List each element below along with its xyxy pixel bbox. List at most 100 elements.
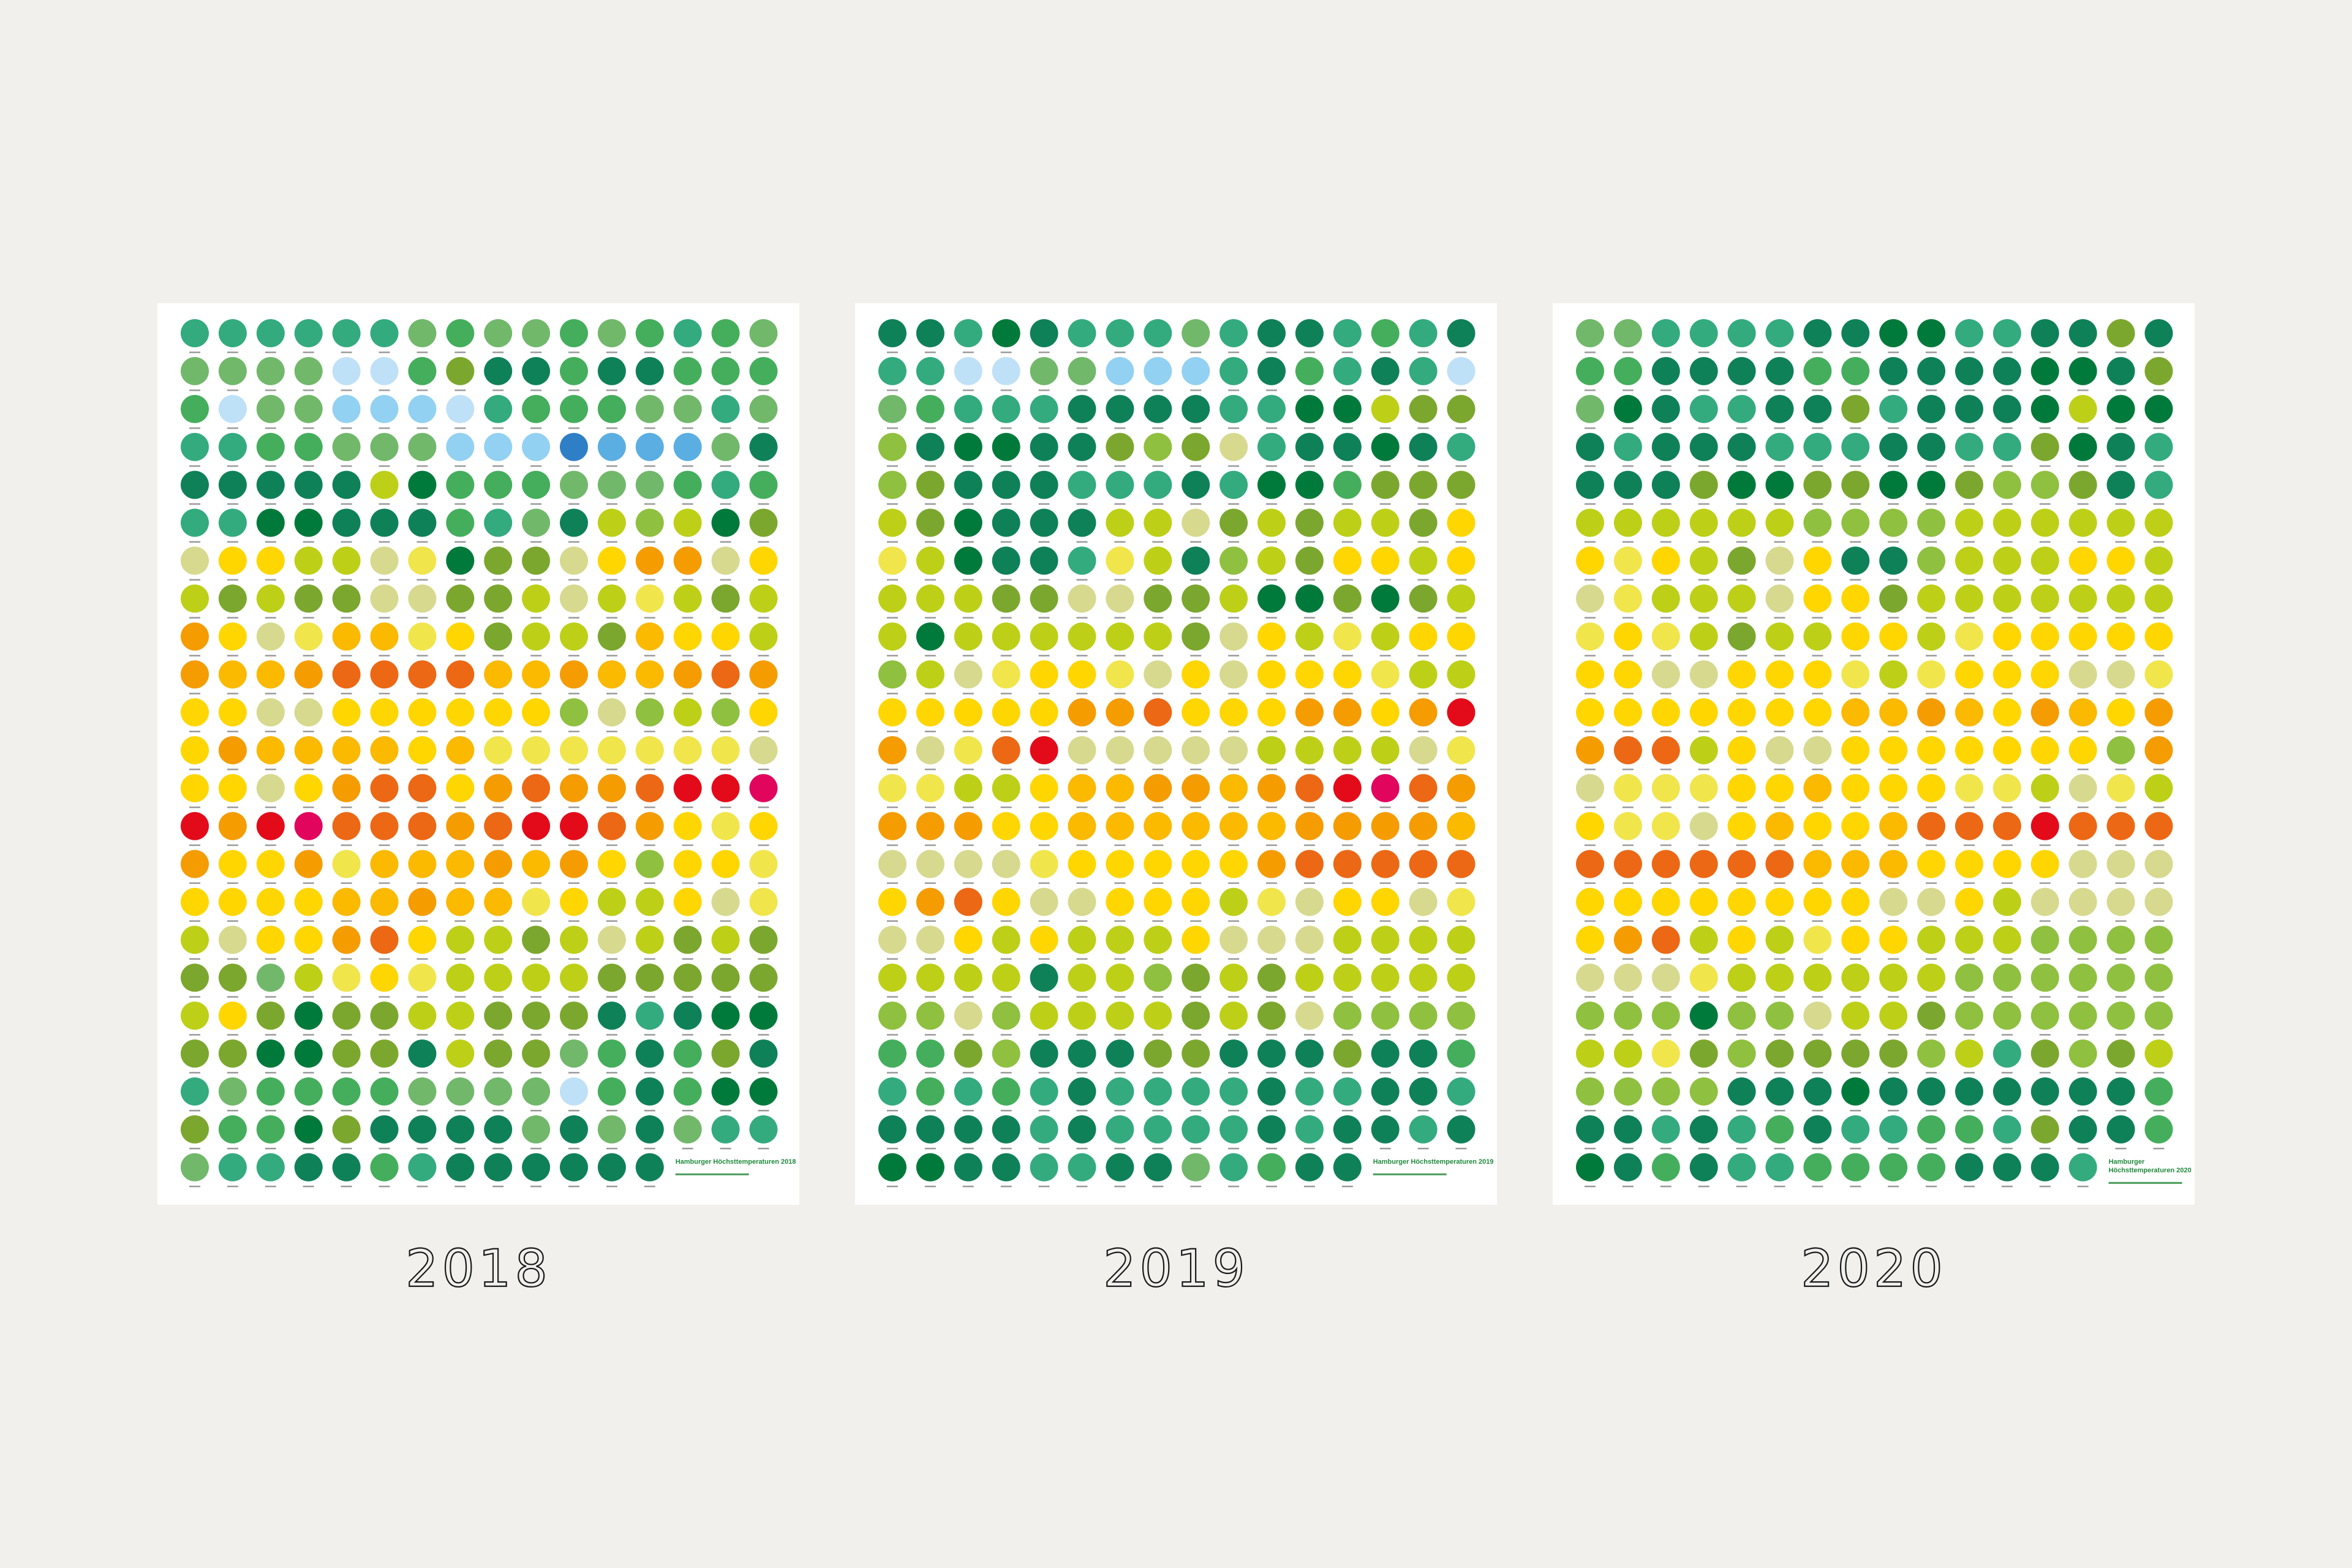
day-caption [1888, 1185, 1899, 1188]
day-dot [1295, 470, 1324, 499]
day-dot [1068, 1077, 1096, 1106]
day-caption [1266, 806, 1277, 809]
day-dot [1879, 546, 1908, 575]
day-dot [1068, 850, 1096, 878]
day-dot [446, 1115, 475, 1144]
day-caption [341, 693, 352, 695]
day-dot [294, 736, 323, 764]
day-dot [1106, 698, 1134, 726]
day-caption [720, 655, 731, 657]
day-caption [341, 1034, 352, 1036]
day-dot [1144, 660, 1172, 689]
day-dot [954, 1039, 982, 1068]
day-caption [2153, 844, 2165, 846]
day-dot [446, 470, 475, 499]
day-caption [1228, 617, 1240, 619]
day-caption [1622, 427, 1634, 429]
day-caption [379, 958, 390, 960]
day-caption [454, 844, 466, 846]
day-dot [954, 812, 982, 840]
day-dot [1576, 1115, 1604, 1144]
day-caption [924, 920, 936, 922]
day-caption [1000, 996, 1012, 998]
day-dot [1144, 1115, 1172, 1144]
day-dot [522, 925, 551, 954]
day-caption [341, 731, 352, 733]
day-caption [1926, 352, 1937, 353]
day-caption [1812, 768, 1823, 771]
day-dot [749, 1115, 778, 1144]
day-dot [332, 584, 361, 613]
day-caption [924, 1185, 936, 1188]
day-caption [1266, 1110, 1277, 1112]
day-dot [1879, 584, 1908, 613]
day-dot [749, 394, 778, 423]
day-caption [1774, 352, 1785, 353]
day-caption [887, 617, 898, 619]
day-dot [1689, 925, 1718, 954]
day-caption [644, 1110, 655, 1112]
day-dot [1992, 963, 2021, 992]
day-dot [408, 508, 437, 537]
day-dot [1219, 1153, 1248, 1182]
day-caption [2153, 920, 2165, 922]
day-dot [1068, 508, 1096, 537]
day-caption [887, 655, 898, 657]
day-caption [1698, 958, 1709, 960]
day-caption [2001, 882, 2013, 884]
day-dot [2030, 1115, 2059, 1144]
day-caption [1341, 427, 1353, 429]
day-caption [227, 806, 238, 809]
day-caption [1888, 996, 1899, 998]
day-dot [1447, 546, 1476, 575]
day-dot [1879, 850, 1908, 878]
day-caption [758, 389, 769, 391]
day-caption [189, 579, 200, 581]
day-caption [1228, 731, 1240, 733]
day-caption [644, 503, 655, 505]
day-caption [530, 617, 542, 619]
day-dot [1106, 812, 1134, 840]
day-dot [408, 394, 437, 423]
day-caption [1926, 503, 1937, 505]
day-caption [1379, 768, 1391, 771]
day-caption [1736, 655, 1747, 657]
day-caption [682, 655, 693, 657]
day-dot [1144, 1001, 1172, 1030]
day-caption [644, 427, 655, 429]
day-caption [1660, 1185, 1672, 1188]
day-caption [1228, 579, 1240, 581]
day-caption [1698, 655, 1709, 657]
day-caption [1812, 352, 1823, 353]
day-dot [1144, 1153, 1172, 1182]
day-caption [1152, 768, 1164, 771]
day-dot [1371, 1115, 1400, 1144]
day-caption [1000, 882, 1012, 884]
day-dot [1576, 432, 1604, 461]
day-caption [1114, 465, 1126, 467]
day-caption [1228, 655, 1240, 657]
day-dot [1879, 1039, 1908, 1068]
day-dot [2068, 812, 2097, 840]
day-dot [1106, 1001, 1134, 1030]
day-caption [1585, 427, 1596, 429]
day-dot [1447, 925, 1476, 954]
day-dot [522, 1153, 551, 1182]
day-caption [682, 920, 693, 922]
day-dot [2106, 850, 2135, 878]
day-caption [1038, 579, 1050, 581]
day-caption [1888, 1147, 1899, 1150]
day-dot [1144, 736, 1172, 764]
day-caption [887, 996, 898, 998]
day-caption [1455, 1034, 1467, 1036]
day-dot [1333, 546, 1362, 575]
day-caption [341, 389, 352, 391]
day-dot [1992, 622, 2021, 651]
day-dot [1409, 925, 1438, 954]
day-dot [1613, 963, 1642, 992]
day-dot [1371, 774, 1400, 802]
day-caption [1000, 1147, 1012, 1150]
day-caption [303, 655, 314, 657]
day-dot [1879, 356, 1908, 385]
